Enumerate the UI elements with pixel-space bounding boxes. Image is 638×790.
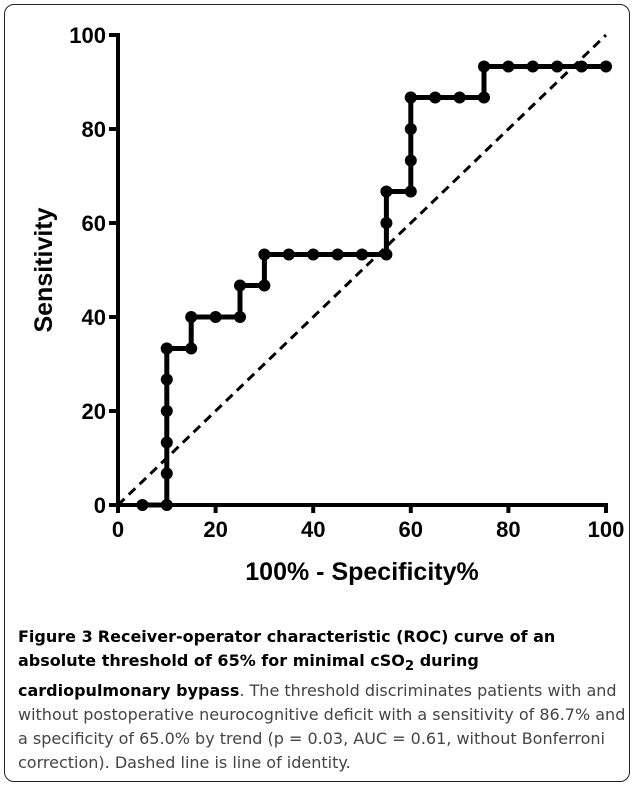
roc-point bbox=[526, 60, 539, 73]
roc-point bbox=[258, 279, 271, 292]
y-axis-label: Sensitivity bbox=[30, 207, 58, 332]
caption-title-post: during cardiopulmonary bypass bbox=[18, 651, 479, 701]
x-tick-label: 40 bbox=[301, 517, 325, 542]
roc-point bbox=[160, 373, 173, 386]
y-tick-label: 80 bbox=[82, 117, 106, 142]
x-tick-label: 100 bbox=[588, 517, 625, 542]
roc-point bbox=[380, 185, 393, 198]
chart-axes bbox=[116, 33, 608, 507]
y-tick-label: 60 bbox=[82, 211, 106, 236]
roc-point bbox=[234, 279, 246, 292]
x-axis-label: 100% - Specificity% bbox=[245, 558, 478, 586]
roc-point bbox=[575, 60, 588, 73]
roc-point bbox=[404, 91, 417, 104]
roc-point bbox=[258, 248, 271, 261]
roc-curve-points bbox=[136, 60, 612, 511]
roc-point bbox=[502, 60, 515, 73]
roc-point bbox=[478, 91, 490, 104]
roc-point bbox=[600, 60, 612, 73]
roc-point bbox=[356, 248, 368, 261]
roc-point bbox=[209, 311, 222, 323]
roc-point bbox=[551, 60, 564, 73]
y-tick-label: 0 bbox=[94, 493, 106, 518]
roc-point bbox=[185, 311, 198, 323]
y-tick-label: 100 bbox=[69, 23, 106, 48]
roc-point bbox=[160, 405, 173, 417]
caption-label: Figure 3 bbox=[18, 627, 93, 646]
caption-title: Receiver-operator characteristic (ROC) c… bbox=[18, 627, 555, 700]
roc-point bbox=[380, 217, 393, 229]
roc-point bbox=[404, 123, 417, 135]
roc-point bbox=[160, 342, 173, 355]
roc-point bbox=[234, 311, 246, 323]
figure-caption: Figure 3 Receiver-operator characteristi… bbox=[18, 625, 626, 775]
roc-point bbox=[404, 185, 417, 198]
y-tick-label: 20 bbox=[82, 399, 106, 424]
roc-point bbox=[160, 436, 173, 449]
roc-point bbox=[307, 248, 320, 261]
roc-point bbox=[331, 248, 344, 261]
roc-point bbox=[380, 248, 393, 261]
x-tick-label: 0 bbox=[112, 517, 124, 542]
roc-point bbox=[453, 91, 466, 104]
roc-point bbox=[282, 248, 295, 261]
roc-point bbox=[160, 467, 173, 480]
roc-point bbox=[136, 499, 149, 511]
roc-curve-line bbox=[142, 63, 606, 508]
y-tick-label: 40 bbox=[82, 305, 106, 330]
roc-point bbox=[429, 91, 442, 104]
x-tick-label: 20 bbox=[203, 517, 227, 542]
x-tick-label: 80 bbox=[496, 517, 520, 542]
caption-title-sub: 2 bbox=[404, 659, 415, 675]
caption-text: . The threshold discriminates patients w… bbox=[18, 681, 626, 773]
roc-point bbox=[160, 499, 173, 511]
figure-frame bbox=[4, 4, 630, 782]
x-tick-label: 60 bbox=[399, 517, 423, 542]
roc-chart: 0 20 40 60 80 100 0 20 40 60 80 100 100% - Specific… bbox=[30, 23, 624, 586]
roc-point bbox=[185, 342, 198, 355]
roc-point bbox=[478, 60, 490, 73]
chart-ticks: 0 20 40 60 80 100 0 20 40 60 80 100 bbox=[69, 23, 624, 542]
identity-reference-line bbox=[116, 33, 608, 507]
caption-title-pre: Receiver-operator characteristic (ROC) c… bbox=[18, 627, 556, 670]
roc-point bbox=[404, 154, 417, 167]
